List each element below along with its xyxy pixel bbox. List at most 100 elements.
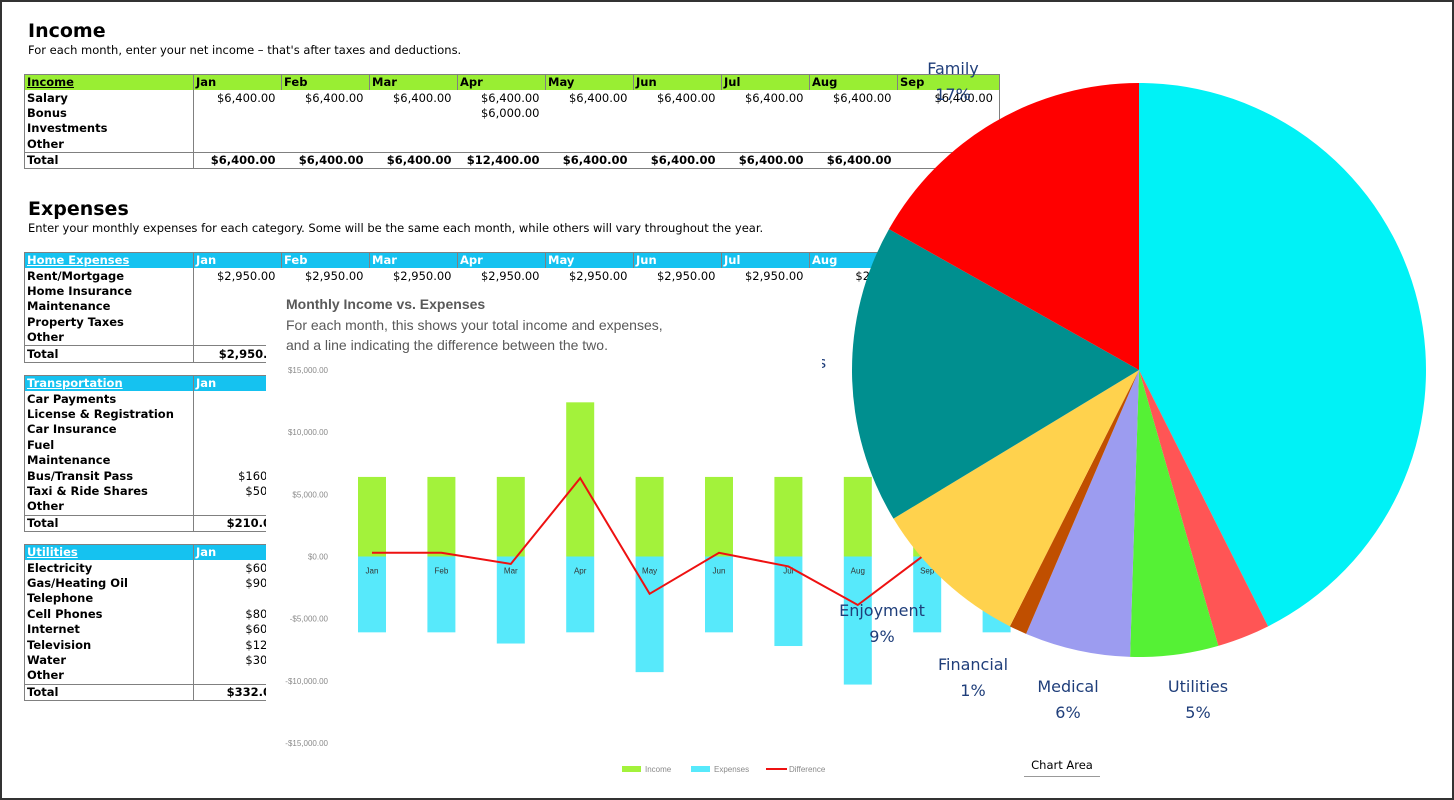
value-cell[interactable]: $332.0 [193, 683, 278, 701]
pie-slice[interactable] [1130, 370, 1219, 657]
pie-slice[interactable] [1139, 370, 1269, 646]
value-cell[interactable] [282, 137, 370, 153]
header-row: Transportation Jan [24, 375, 278, 392]
value-cell[interactable]: $2,950.00 [304, 268, 364, 283]
value-cell[interactable]: $6,400.00 [281, 151, 370, 169]
income-bar [705, 476, 733, 557]
value-cell[interactable] [458, 137, 546, 153]
value-cell[interactable] [370, 106, 458, 121]
row-label: Other [24, 499, 194, 516]
value-cell[interactable]: $80. [245, 606, 271, 621]
table-row: Telephone [24, 591, 278, 607]
table-title-cell[interactable]: Home Expenses [24, 252, 194, 269]
y-axis-tick-label: $5,000.00 [292, 490, 328, 499]
value-cell[interactable]: $2,950.00 [744, 268, 804, 283]
value-cell[interactable]: $2,950.0 [193, 345, 282, 363]
pie-slice[interactable] [1139, 83, 1426, 627]
table-title-cell[interactable]: Utilities [24, 544, 194, 561]
month-header-cell: Jul [721, 252, 810, 269]
value-cell[interactable]: $6,400.00 [656, 90, 716, 105]
value-cell[interactable]: $6,000.00 [480, 105, 540, 120]
value-cell[interactable]: $2,950.00 [568, 268, 628, 283]
value-cell[interactable] [194, 106, 282, 121]
transportation-table: Transportation Jan Car Payments License & R… [24, 375, 278, 532]
value-cell[interactable]: $30. [245, 652, 271, 667]
value-cell[interactable] [722, 137, 810, 153]
value-cell[interactable]: $6,400.00 [369, 151, 458, 169]
value-cell[interactable]: $6,400.00 [216, 90, 276, 105]
value-cell[interactable]: $6,400.00 [545, 151, 634, 169]
month-header-cell: Aug [809, 74, 898, 91]
expense-pie-chart[interactable]: Utilities 5% Medical 6% Financial 1% Enjoyment… [822, 50, 1454, 740]
pie-slice[interactable] [893, 370, 1139, 627]
value-cell[interactable] [546, 137, 634, 153]
value-cell[interactable]: $6,400.00 [568, 90, 628, 105]
value-cell[interactable]: $12. [245, 637, 271, 652]
value-cell[interactable]: $6,400.00 [193, 151, 282, 169]
value-cell[interactable] [194, 438, 278, 453]
value-cell[interactable] [194, 121, 282, 136]
value-cell[interactable] [194, 137, 282, 153]
value-cell[interactable]: $210.0 [193, 514, 278, 532]
value-cell[interactable] [722, 106, 810, 121]
value-cell[interactable] [370, 121, 458, 136]
pie-slice[interactable] [852, 229, 1139, 519]
pie-slice[interactable] [1026, 370, 1139, 657]
value-cell[interactable]: $12,400.00 [457, 151, 546, 169]
month-header-cell: Apr [457, 74, 546, 91]
value-cell[interactable] [194, 407, 278, 422]
value-cell[interactable] [282, 106, 370, 121]
chart-area-tooltip[interactable]: Chart Area [1024, 754, 1100, 777]
value-cell[interactable]: $2,950.00 [656, 268, 716, 283]
value-cell[interactable]: $60. [245, 622, 271, 637]
value-cell[interactable] [546, 106, 634, 121]
value-cell[interactable] [458, 121, 546, 136]
value-cell[interactable]: $2,950.00 [392, 268, 452, 283]
table-row: Car Insurance [24, 422, 278, 438]
table-title-cell[interactable]: Transportation [24, 375, 194, 392]
table-title-cell[interactable]: Income [24, 74, 194, 91]
value-cell[interactable]: $6,400.00 [392, 90, 452, 105]
pie-slice-label: Utilities [1168, 677, 1228, 696]
value-cell[interactable]: $2,950.00 [216, 268, 276, 283]
value-cell[interactable]: $6,400.00 [721, 151, 810, 169]
value-cell[interactable] [194, 453, 278, 468]
value-cell[interactable]: $6,400.00 [809, 151, 898, 169]
x-axis-category-label: Sep [920, 567, 935, 576]
value-cell[interactable] [194, 422, 278, 437]
value-cell[interactable]: $90. [245, 575, 271, 590]
value-cell[interactable] [634, 106, 722, 121]
value-cell[interactable]: $6,400.00 [934, 90, 993, 105]
value-cell[interactable]: $6,400.00 [480, 90, 540, 105]
value-cell[interactable] [194, 499, 278, 515]
value-cell[interactable] [722, 121, 810, 136]
value-cell[interactable] [546, 121, 634, 136]
value-cell[interactable] [370, 137, 458, 153]
pie-slice[interactable] [888, 83, 1139, 370]
value-cell[interactable]: $2,950.00 [480, 268, 540, 283]
x-axis-category-label: Jan [366, 567, 379, 576]
value-cell[interactable] [282, 121, 370, 136]
value-cell[interactable]: $160. [238, 468, 271, 483]
month-header-cell: Mar [369, 74, 458, 91]
value-cell[interactable] [194, 591, 278, 606]
value-cell[interactable]: $50. [245, 483, 271, 498]
month-header-cell: Mar [369, 252, 458, 269]
expenses-bar [705, 556, 733, 633]
value-cell[interactable] [634, 121, 722, 136]
value-cell[interactable]: $6,400.00 [304, 90, 364, 105]
value-cell[interactable]: $60. [245, 560, 271, 575]
value-cell[interactable]: $6,400.00 [633, 151, 722, 169]
pie-slice-percent: 1% [960, 681, 985, 700]
pie-slice[interactable] [1009, 370, 1139, 634]
expenses-bar [843, 556, 872, 685]
value-cell[interactable]: $6,400.00 [832, 90, 892, 105]
table-row: Other [24, 136, 1000, 153]
value-cell[interactable] [634, 137, 722, 153]
month-header-cell: May [545, 74, 634, 91]
value-cell[interactable] [194, 391, 278, 406]
value-cell[interactable]: $6,400.00 [744, 90, 804, 105]
expenses-bar [358, 556, 386, 633]
y-axis-tick-label: -$10,000.00 [285, 677, 328, 686]
value-cell[interactable] [194, 668, 278, 684]
